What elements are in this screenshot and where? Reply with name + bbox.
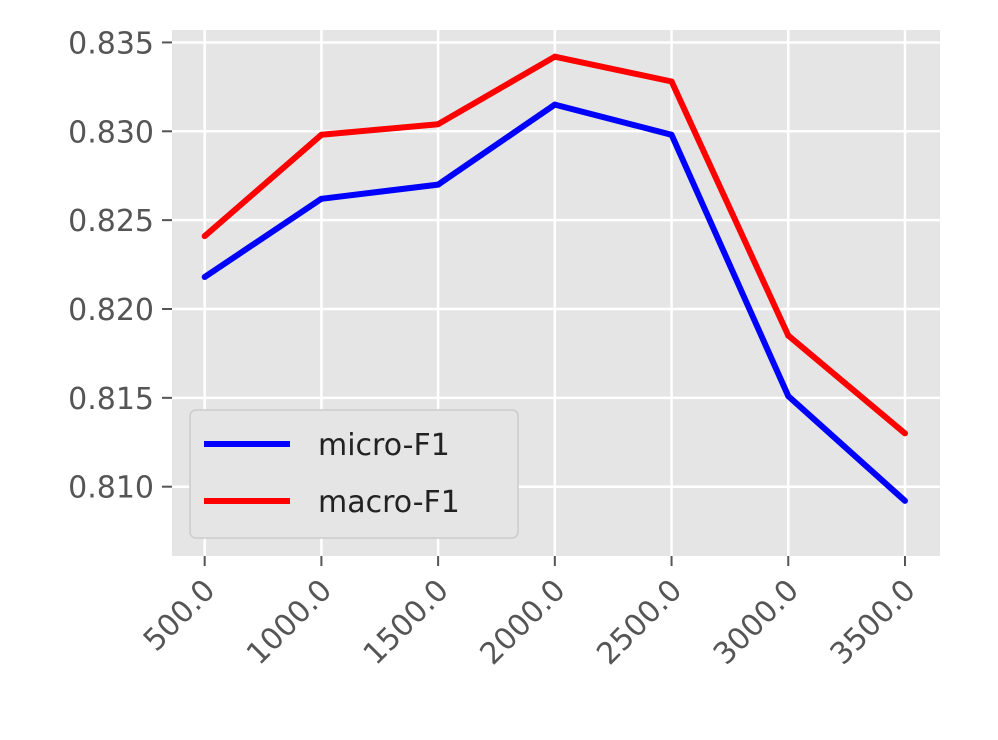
data-point-micro-f1 — [318, 195, 325, 202]
data-point-micro-f1 — [668, 131, 675, 138]
x-axis: 500.0 1000.0 1500.0 2000.0 2500.0 3000.0 3500.… — [137, 556, 923, 672]
y-tick-label: 0.830 — [68, 115, 154, 150]
data-point-macro-f1 — [901, 430, 908, 437]
data-point-micro-f1 — [551, 101, 558, 108]
x-tick-label: 3000.0 — [707, 573, 806, 672]
data-point-macro-f1 — [201, 233, 208, 240]
legend-label-micro-f1: micro-F1 — [318, 428, 450, 463]
x-tick-label: 500.0 — [137, 573, 222, 658]
x-tick-label: 1500.0 — [357, 573, 456, 672]
y-tick-label: 0.820 — [68, 293, 154, 328]
data-point-macro-f1 — [668, 78, 675, 85]
y-tick-label: 0.815 — [68, 382, 154, 417]
x-tick-label: 2500.0 — [590, 573, 689, 672]
legend-label-macro-f1: macro-F1 — [318, 485, 460, 520]
legend: micro-F1 macro-F1 — [189, 409, 519, 539]
data-point-micro-f1 — [435, 181, 442, 188]
data-point-macro-f1 — [435, 121, 442, 128]
data-point-macro-f1 — [318, 131, 325, 138]
x-tick-label: 2000.0 — [474, 573, 573, 672]
y-tick-label: 0.835 — [68, 26, 154, 61]
y-axis: 0.810 0.815 0.820 0.825 0.830 0.835 — [68, 26, 172, 506]
x-tick-label: 3500.0 — [824, 573, 923, 672]
y-tick-label: 0.810 — [68, 471, 154, 506]
y-tick-label: 0.825 — [68, 204, 154, 239]
data-point-macro-f1 — [551, 53, 558, 60]
data-point-micro-f1 — [785, 393, 792, 400]
data-point-micro-f1 — [901, 497, 908, 504]
data-point-macro-f1 — [785, 332, 792, 339]
grid — [172, 30, 940, 556]
data-point-micro-f1 — [201, 274, 208, 281]
series-layer — [201, 53, 908, 504]
x-tick-label: 1000.0 — [240, 573, 339, 672]
